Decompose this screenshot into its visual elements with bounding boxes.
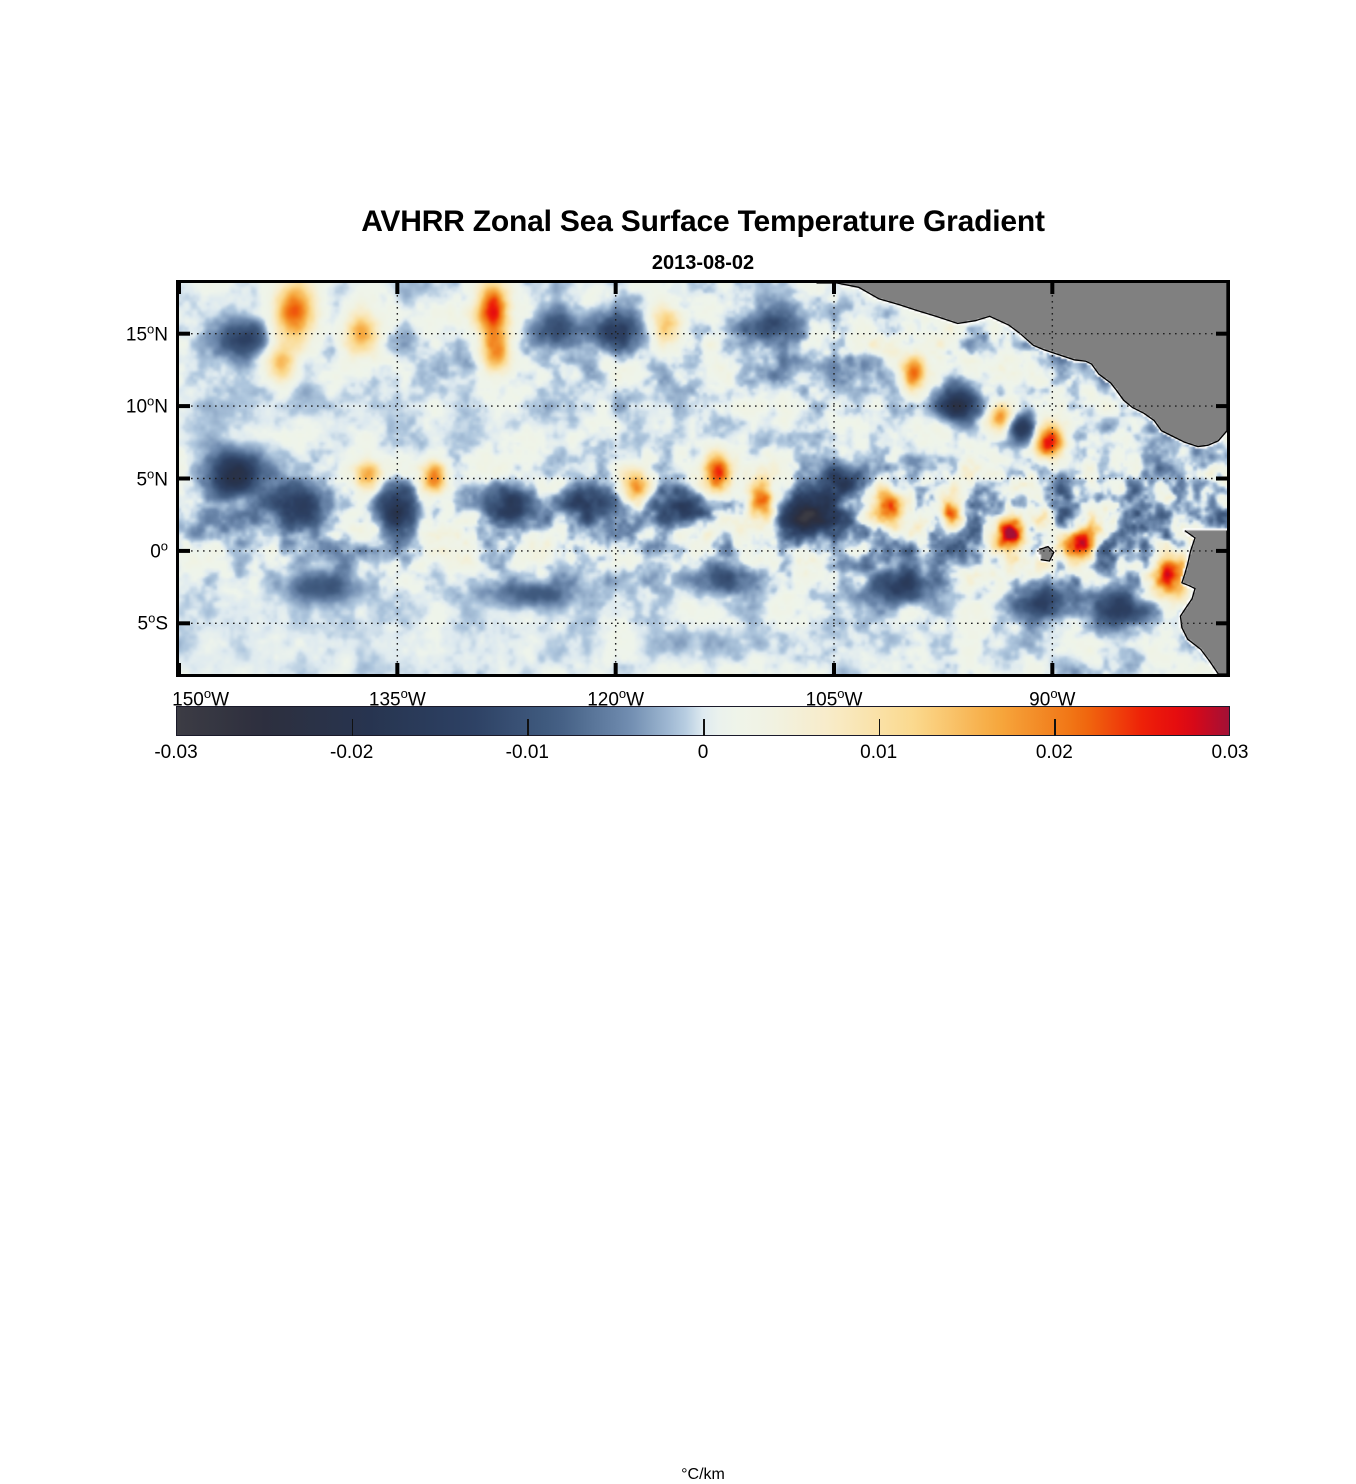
y-tick-label: 15oN [125, 321, 168, 346]
chart-subtitle: 2013-08-02 [651, 252, 755, 274]
colorbar-tick-label-0: -0.03 [154, 742, 198, 763]
colorbar-tick-label-5: 0.02 [1035, 742, 1073, 763]
colorbar-tick-1 [351, 719, 354, 736]
x-tick-label-2: 120oW [587, 686, 645, 711]
map-plot-area[interactable] [176, 280, 1230, 677]
y-tick-label: 5oS [137, 610, 169, 635]
colorbar-tick-label-4: 0.01 [860, 742, 898, 763]
sst-gradient-heatmap [179, 283, 1227, 674]
colorbar-tick-label-1: -0.02 [330, 742, 374, 763]
y-tick-label: 0o [150, 538, 168, 563]
colorbar-tick-label-2: -0.01 [505, 742, 549, 763]
x-tick-label-0: 150oW [172, 686, 230, 711]
figure-canvas: AVHRR Zonal Sea Surface Temperature Grad… [125, 205, 1249, 1483]
colorbar-group[interactable]: -0.03 -0.02 -0.01 0 0.01 0.02 0.03 °C/km [154, 706, 1248, 1483]
colorbar-tick-label-6: 0.03 [1211, 742, 1249, 763]
colorbar-tick-5 [1054, 719, 1056, 736]
colorbar-units-label: °C/km [681, 1466, 725, 1483]
x-tick-label-1: 135oW [368, 686, 426, 711]
colorbar-tick-4 [878, 719, 881, 736]
page-title: AVHRR Zonal Sea Surface Temperature Grad… [361, 205, 1045, 238]
y-tick-label: 5oN [136, 465, 168, 491]
y-tick-label: 10oN [125, 393, 168, 418]
coastline-1 [1179, 530, 1227, 674]
colorbar-tick-label-3: 0 [697, 742, 709, 763]
x-tick-label-4: 90oW [1029, 686, 1076, 711]
colorbar-tick-2 [527, 719, 529, 736]
coastline-0 [816, 283, 1227, 448]
coastline-2 [1038, 545, 1055, 562]
x-tick-label-3: 105oW [805, 686, 863, 711]
colorbar-tick-3 [703, 719, 705, 736]
